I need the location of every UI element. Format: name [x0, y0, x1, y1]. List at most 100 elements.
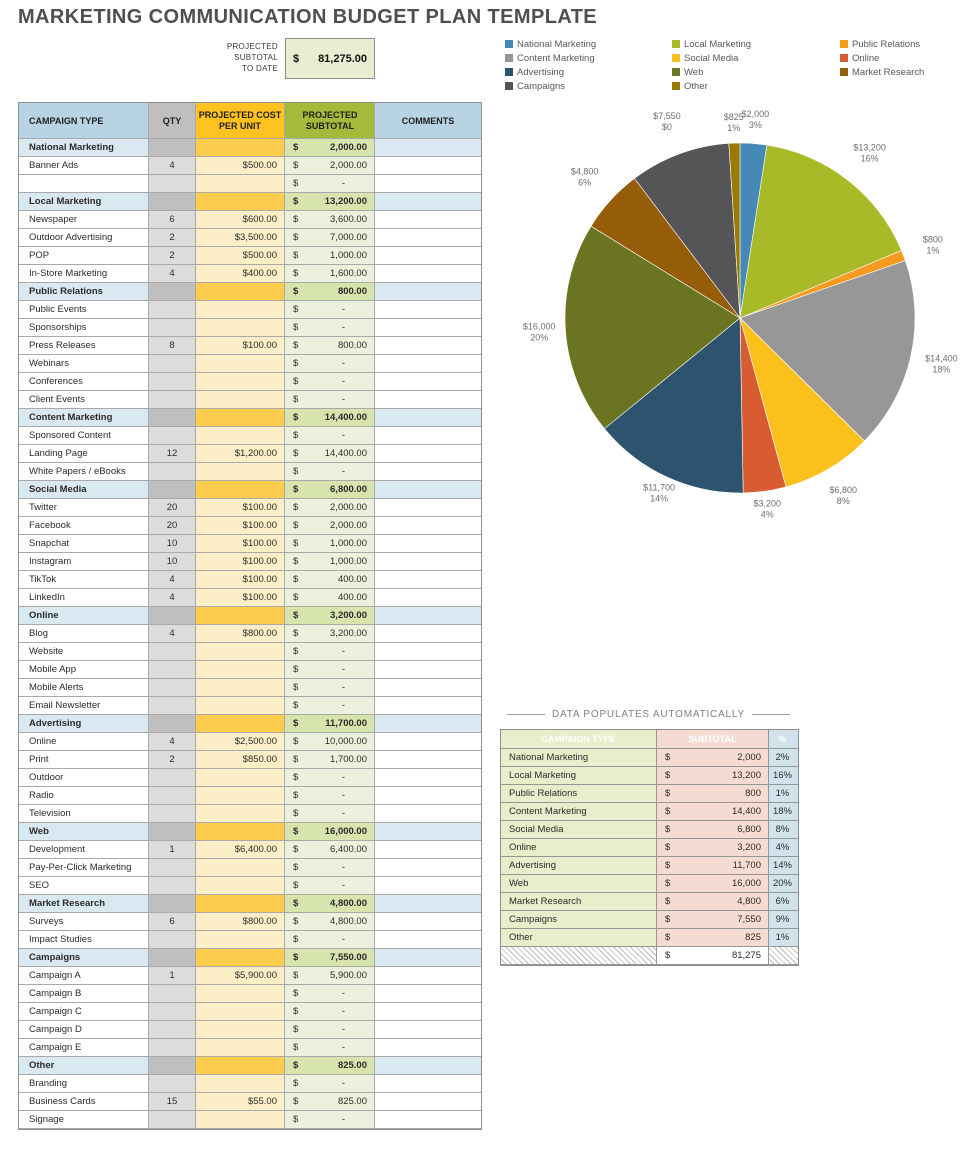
cell-comments[interactable] — [375, 463, 481, 481]
cell-campaign-type[interactable]: Radio — [19, 787, 149, 805]
cell-campaign-type[interactable]: White Papers / eBooks — [19, 463, 149, 481]
cell-comments[interactable] — [375, 391, 481, 409]
cell-qty[interactable]: 2 — [149, 751, 196, 769]
cell-qty[interactable] — [149, 697, 196, 715]
cell-comments[interactable] — [375, 517, 481, 535]
cell-comments[interactable] — [375, 571, 481, 589]
cell-comments[interactable] — [375, 247, 481, 265]
cell-qty[interactable] — [149, 301, 196, 319]
cell-cost-per-unit[interactable] — [196, 355, 285, 373]
cell-cost-per-unit[interactable]: $600.00 — [196, 211, 285, 229]
cell-campaign-type[interactable]: Website — [19, 643, 149, 661]
cell-comments[interactable] — [375, 661, 481, 679]
cell-cost-per-unit[interactable] — [196, 1111, 285, 1129]
cell-campaign-type[interactable]: Landing Page — [19, 445, 149, 463]
cell-campaign-type[interactable]: TikTok — [19, 571, 149, 589]
cell-comments[interactable] — [375, 1093, 481, 1111]
cell-qty[interactable] — [149, 391, 196, 409]
cell-campaign-type[interactable]: Outdoor Advertising — [19, 229, 149, 247]
cell-comments[interactable] — [375, 229, 481, 247]
cell-qty[interactable] — [149, 175, 196, 193]
cell-cost-per-unit[interactable]: $100.00 — [196, 535, 285, 553]
cell-qty[interactable] — [149, 805, 196, 823]
cell-campaign-type[interactable]: Facebook — [19, 517, 149, 535]
cell-qty[interactable]: 2 — [149, 229, 196, 247]
cell-qty[interactable] — [149, 319, 196, 337]
cell-comments[interactable] — [375, 787, 481, 805]
cell-qty[interactable] — [149, 859, 196, 877]
cell-qty[interactable]: 4 — [149, 625, 196, 643]
cell-qty[interactable]: 20 — [149, 517, 196, 535]
cell-qty[interactable]: 1 — [149, 967, 196, 985]
cell-campaign-type[interactable]: Conferences — [19, 373, 149, 391]
cell-campaign-type[interactable]: Twitter — [19, 499, 149, 517]
cell-campaign-type[interactable]: Sponsorships — [19, 319, 149, 337]
cell-campaign-type[interactable]: SEO — [19, 877, 149, 895]
cell-campaign-type[interactable]: Television — [19, 805, 149, 823]
cell-comments[interactable] — [375, 877, 481, 895]
cell-qty[interactable]: 4 — [149, 571, 196, 589]
cell-comments[interactable] — [375, 175, 481, 193]
cell-qty[interactable]: 6 — [149, 211, 196, 229]
cell-campaign-type[interactable]: Mobile App — [19, 661, 149, 679]
cell-cost-per-unit[interactable]: $2,500.00 — [196, 733, 285, 751]
cell-cost-per-unit[interactable]: $400.00 — [196, 265, 285, 283]
cell-comments[interactable] — [375, 445, 481, 463]
cell-cost-per-unit[interactable] — [196, 463, 285, 481]
cell-qty[interactable]: 4 — [149, 157, 196, 175]
cell-campaign-type[interactable]: Snapchat — [19, 535, 149, 553]
cell-cost-per-unit[interactable]: $100.00 — [196, 337, 285, 355]
cell-qty[interactable] — [149, 985, 196, 1003]
cell-qty[interactable]: 20 — [149, 499, 196, 517]
cell-qty[interactable]: 4 — [149, 589, 196, 607]
cell-campaign-type[interactable]: Pay-Per-Click Marketing — [19, 859, 149, 877]
cell-comments[interactable] — [375, 733, 481, 751]
cell-cost-per-unit[interactable] — [196, 931, 285, 949]
cell-campaign-type[interactable]: Mobile Alerts — [19, 679, 149, 697]
cell-campaign-type[interactable]: Campaign A — [19, 967, 149, 985]
cell-cost-per-unit[interactable]: $100.00 — [196, 553, 285, 571]
cell-qty[interactable] — [149, 787, 196, 805]
cell-cost-per-unit[interactable]: $800.00 — [196, 625, 285, 643]
cell-comments[interactable] — [375, 589, 481, 607]
cell-campaign-type[interactable] — [19, 175, 149, 193]
cell-campaign-type[interactable]: Instagram — [19, 553, 149, 571]
cell-comments[interactable] — [375, 967, 481, 985]
cell-qty[interactable] — [149, 1075, 196, 1093]
cell-qty[interactable] — [149, 643, 196, 661]
cell-campaign-type[interactable]: Online — [19, 733, 149, 751]
cell-cost-per-unit[interactable] — [196, 877, 285, 895]
cell-comments[interactable] — [375, 751, 481, 769]
cell-cost-per-unit[interactable] — [196, 301, 285, 319]
cell-campaign-type[interactable]: Webinars — [19, 355, 149, 373]
cell-cost-per-unit[interactable]: $100.00 — [196, 517, 285, 535]
cell-comments[interactable] — [375, 805, 481, 823]
cell-campaign-type[interactable]: Print — [19, 751, 149, 769]
cell-campaign-type[interactable]: Outdoor — [19, 769, 149, 787]
cell-comments[interactable] — [375, 931, 481, 949]
cell-qty[interactable] — [149, 463, 196, 481]
cell-cost-per-unit[interactable]: $5,900.00 — [196, 967, 285, 985]
cell-cost-per-unit[interactable]: $850.00 — [196, 751, 285, 769]
cell-comments[interactable] — [375, 643, 481, 661]
cell-qty[interactable]: 2 — [149, 247, 196, 265]
cell-comments[interactable] — [375, 769, 481, 787]
cell-qty[interactable] — [149, 661, 196, 679]
cell-qty[interactable] — [149, 931, 196, 949]
cell-cost-per-unit[interactable]: $3,500.00 — [196, 229, 285, 247]
cell-campaign-type[interactable]: Client Events — [19, 391, 149, 409]
cell-comments[interactable] — [375, 985, 481, 1003]
cell-cost-per-unit[interactable]: $100.00 — [196, 499, 285, 517]
cell-comments[interactable] — [375, 265, 481, 283]
cell-campaign-type[interactable]: LinkedIn — [19, 589, 149, 607]
cell-campaign-type[interactable]: Newspaper — [19, 211, 149, 229]
cell-campaign-type[interactable]: Banner Ads — [19, 157, 149, 175]
cell-campaign-type[interactable]: Sponsored Content — [19, 427, 149, 445]
cell-campaign-type[interactable]: Blog — [19, 625, 149, 643]
cell-qty[interactable] — [149, 427, 196, 445]
cell-campaign-type[interactable]: Campaign D — [19, 1021, 149, 1039]
cell-comments[interactable] — [375, 211, 481, 229]
cell-comments[interactable] — [375, 373, 481, 391]
cell-cost-per-unit[interactable] — [196, 427, 285, 445]
cell-campaign-type[interactable]: POP — [19, 247, 149, 265]
